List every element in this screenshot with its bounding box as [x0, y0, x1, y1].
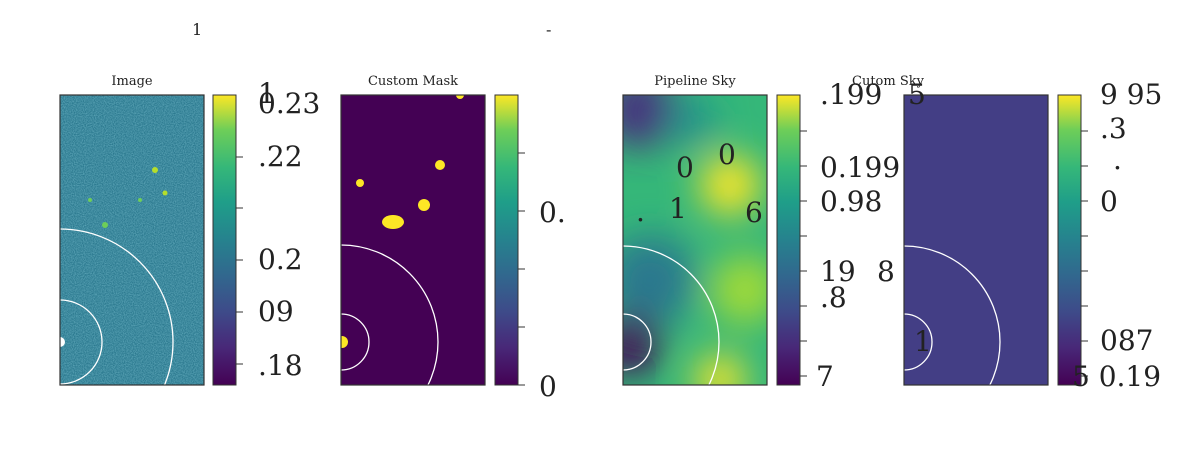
panel-title-pipeline-sky: Pipeline Sky — [654, 74, 736, 89]
cbar3-tick-label: 7 — [816, 360, 834, 393]
cbar1-tick-label: 1 — [258, 77, 276, 110]
cbar1-tick-label: 09 — [258, 295, 294, 328]
cbar4-tick-label: 9 95 — [1100, 78, 1163, 111]
figure-suptitle-right: - — [546, 20, 552, 39]
cbar4-tick-label: .3 — [1100, 112, 1127, 145]
cbar3-tick-label: 0.98 — [820, 185, 883, 218]
cbar2-tick-label: 0. — [539, 196, 566, 229]
cbar1-tick-label: 0.23 — [258, 87, 321, 120]
custom-sky-overlay-label: 1 — [914, 325, 932, 358]
cbar3-tick-label: 19 — [820, 255, 856, 288]
figure-suptitle-left: 1 — [192, 20, 203, 39]
custom-mask-panel — [340, 94, 525, 386]
cbar2-tick-label: 0 — [539, 370, 557, 403]
cbar3-tick-label: .199 — [820, 78, 883, 111]
pipeline-sky-panel — [622, 94, 807, 386]
pipeline-overlay-label: 6 — [745, 196, 763, 229]
panel-title-image: Image — [111, 74, 153, 89]
cbar4-tick-label: 0 — [1100, 185, 1118, 218]
cbar1-tick-label: .22 — [258, 140, 303, 173]
pipeline-overlay-label: 1 — [669, 192, 687, 225]
pipeline-overlay-label: 0 — [718, 138, 736, 171]
custom-sky-panel — [903, 94, 1088, 386]
cbar1-tick-label: .18 — [258, 349, 303, 382]
custom-sky-overlay-label: 5 — [908, 78, 926, 111]
pipeline-overlay-label: 0 — [676, 151, 694, 184]
custom-sky-overlay-label: 8 — [877, 255, 895, 288]
cbar3-tick-label: 0.199 — [820, 151, 901, 184]
cbar3-tick-label: .8 — [820, 281, 847, 314]
panel-title-custom-sky: Cutom Sky — [852, 74, 924, 89]
image-panel — [59, 94, 243, 386]
cbar1-tick-label: 0.2 — [258, 243, 303, 276]
cbar4-tick-label: . — [1113, 143, 1122, 176]
pipeline-overlay-label: . — [636, 195, 645, 228]
cbar4-tick-label: 5 0.19 — [1072, 360, 1162, 393]
panel-title-custom-mask: Custom Mask — [367, 74, 459, 89]
cbar4-tick-label: 087 — [1100, 324, 1154, 357]
